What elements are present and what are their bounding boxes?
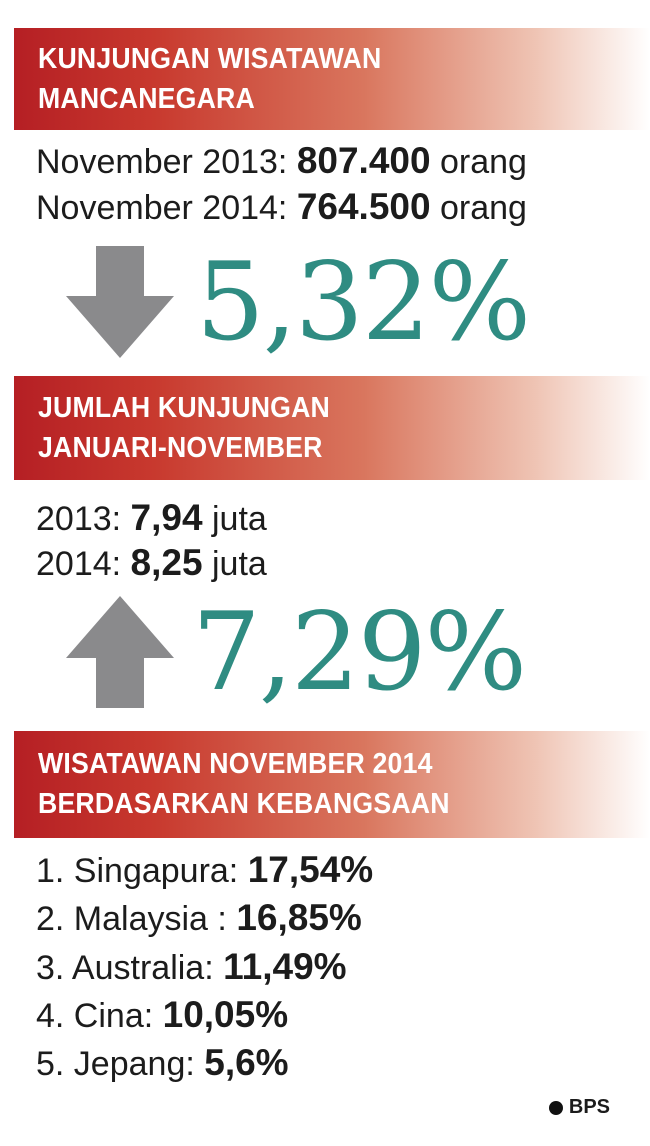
row-unit: juta: [202, 500, 267, 538]
section-2-title-line-1: JUMLAH KUNJUNGAN: [38, 392, 330, 424]
section-1-title-line-1: KUNJUNGAN WISATAWAN: [38, 43, 382, 75]
nationality-value: 5,6%: [204, 1042, 289, 1083]
bullet-dot-icon: [548, 1100, 563, 1115]
nationality-item: 3. Australia: 11,49%: [36, 947, 347, 988]
row-unit: juta: [202, 545, 267, 583]
section-1-row-2014: November 2014: 764.500 orang: [36, 187, 527, 228]
nationality-label: 2. Malaysia :: [36, 900, 237, 938]
nationality-label: 4. Cina:: [36, 997, 163, 1035]
row-unit: orang: [430, 189, 527, 227]
row-value: 8,25: [130, 542, 203, 583]
nationality-value: 11,49%: [223, 946, 347, 987]
nationality-item: 5. Jepang: 5,6%: [36, 1043, 289, 1084]
row-value: 764.500: [296, 186, 431, 227]
nationality-value: 16,85%: [236, 897, 362, 938]
section-1-title-banner: KUNJUNGAN WISATAWAN MANCANEGARA: [14, 28, 650, 130]
row-label: November 2014:: [36, 189, 297, 227]
nationality-label: 5. Jepang:: [36, 1045, 205, 1083]
section-1-change-percent: 5,32%: [196, 240, 531, 365]
section-3-title-banner: WISATAWAN NOVEMBER 2014 BERDASARKAN KEBA…: [14, 731, 650, 838]
nationality-value: 17,54%: [247, 849, 374, 890]
section-3-title-line-1: WISATAWAN NOVEMBER 2014: [38, 748, 433, 780]
section-2-title-line-2: JANUARI-NOVEMBER: [38, 432, 323, 464]
row-value: 807.400: [296, 140, 431, 181]
section-2-row-2014: 2014: 8,25 juta: [36, 543, 267, 584]
row-label: November 2013:: [36, 143, 297, 181]
source-label: BPS: [568, 1096, 610, 1118]
nationality-label: 3. Australia:: [36, 949, 224, 987]
nationality-label: 1. Singapura:: [36, 852, 248, 890]
arrow-up-icon: [66, 596, 174, 708]
section-1-title-line-2: MANCANEGARA: [38, 83, 255, 115]
nationality-item: 4. Cina: 10,05%: [36, 995, 288, 1036]
section-2-row-2013: 2013: 7,94 juta: [36, 498, 267, 539]
section-3-title-line-2: BERDASARKAN KEBANGSAAN: [38, 788, 450, 820]
arrow-down-icon: [66, 246, 174, 358]
row-label: 2013:: [36, 500, 131, 538]
nationality-value: 10,05%: [162, 994, 289, 1035]
nationality-item: 1. Singapura: 17,54%: [36, 850, 373, 891]
nationality-item: 2. Malaysia : 16,85%: [36, 898, 362, 939]
section-2-title-banner: JUMLAH KUNJUNGAN JANUARI-NOVEMBER: [14, 376, 650, 480]
row-label: 2014:: [36, 545, 131, 583]
row-value: 7,94: [130, 497, 203, 538]
source-credit: BPS: [548, 1096, 610, 1119]
section-1-row-2013: November 2013: 807.400 orang: [36, 141, 527, 182]
row-unit: orang: [430, 143, 527, 181]
section-2-change-percent: 7,29%: [192, 590, 527, 715]
